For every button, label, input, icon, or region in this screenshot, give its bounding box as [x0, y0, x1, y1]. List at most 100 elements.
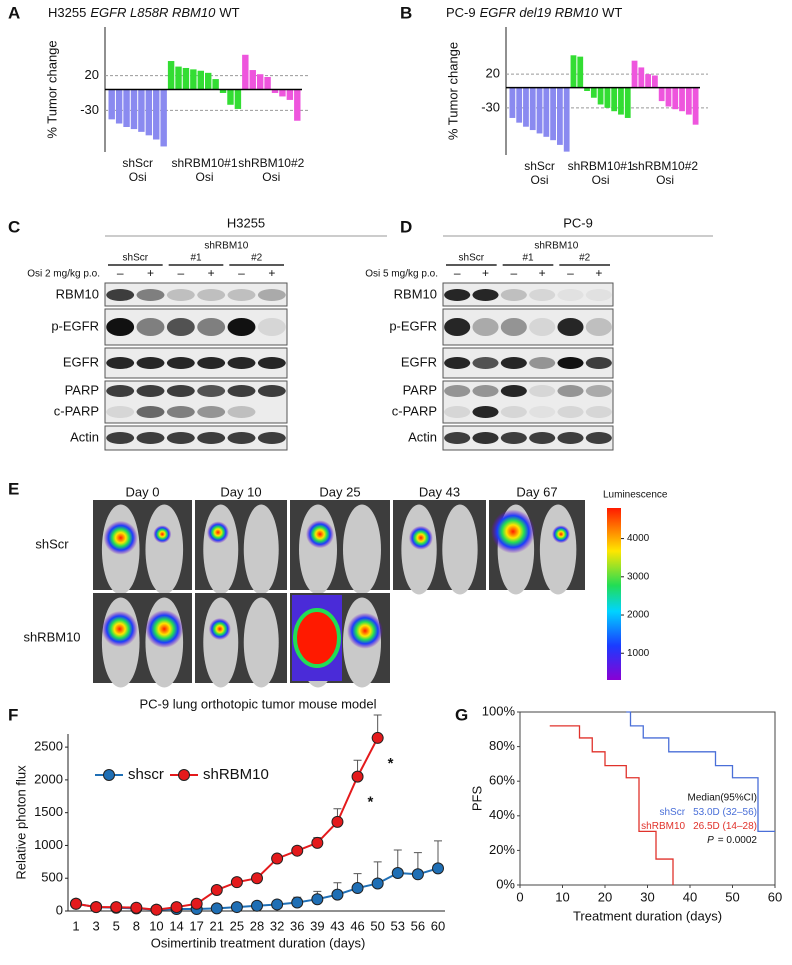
y-tick-label: 0 — [56, 902, 63, 917]
data-point — [210, 902, 223, 915]
treatment-sign: + — [147, 266, 154, 280]
data-point — [150, 903, 163, 916]
survival-curve — [549, 725, 674, 885]
band — [136, 289, 165, 301]
panel-letter: C — [8, 217, 20, 236]
mouse — [203, 597, 239, 688]
title-part: EGFR del19 RBM10 — [480, 5, 599, 20]
bar — [219, 89, 227, 93]
band — [500, 318, 527, 336]
x-tick-label: 40 — [683, 889, 697, 904]
bar — [557, 87, 563, 145]
panel-letter: D — [400, 217, 412, 236]
band — [472, 406, 499, 418]
y-tick-label: 20 — [486, 66, 500, 81]
band — [472, 289, 499, 301]
band — [500, 357, 527, 369]
band — [197, 406, 226, 418]
band — [557, 432, 584, 444]
title-part: H3255 — [48, 5, 86, 20]
data-point — [291, 896, 304, 909]
y-tick-label: 20 — [85, 67, 99, 82]
row-label: p-EGFR — [389, 318, 437, 333]
row-label: p-EGFR — [51, 318, 99, 333]
treatment-sign: – — [510, 266, 517, 280]
bar — [294, 89, 301, 121]
bar — [205, 72, 212, 90]
chart-title: H3255 EGFR L858R RBM10 WT — [48, 5, 240, 20]
legend-median: 26.5D (14–28) — [693, 821, 757, 832]
row-label: shScr — [35, 536, 69, 551]
bar — [638, 67, 645, 88]
signal — [208, 618, 231, 640]
legend-label: shRBM10 — [203, 766, 269, 783]
data-point — [391, 866, 404, 879]
y-tick-label: 2500 — [34, 739, 63, 754]
group-treatment: Osi — [531, 173, 549, 187]
mouse — [203, 504, 239, 595]
band — [106, 318, 135, 336]
bar — [242, 54, 249, 90]
group-label: shScr — [524, 159, 555, 173]
data-point — [110, 901, 123, 914]
band — [227, 432, 256, 444]
column-label: shScr — [459, 253, 485, 264]
x-tick-label: 50 — [725, 889, 739, 904]
band — [444, 432, 471, 444]
bar — [529, 87, 536, 131]
row-label: PARP — [403, 382, 437, 397]
treatment-sign: + — [595, 266, 602, 280]
bar — [190, 69, 197, 90]
x-tick-label: 10 — [555, 889, 569, 904]
bar — [611, 87, 618, 112]
day-label: Day 0 — [126, 484, 160, 499]
x-tick-label: 30 — [640, 889, 654, 904]
band — [197, 318, 226, 336]
y-tick-label: 100% — [482, 703, 516, 718]
title-part: WT — [602, 5, 622, 20]
y-axis-label: % Tumor change — [445, 42, 460, 140]
x-tick-label: 43 — [330, 918, 344, 933]
data-point — [230, 876, 243, 889]
band — [557, 357, 584, 369]
row-label: PARP — [65, 382, 99, 397]
group-label: shRBM10#2 — [632, 159, 698, 173]
bar — [597, 87, 604, 105]
band — [227, 289, 256, 301]
treatment-sign: + — [268, 266, 275, 280]
day-label: Day 25 — [319, 484, 360, 499]
legend-entry: shScr 53.0D (32–56) — [660, 807, 758, 818]
row-label: shRBM10 — [23, 629, 80, 644]
x-tick-label: 14 — [169, 918, 183, 933]
y-tick-label: 500 — [41, 870, 63, 885]
group-treatment: Osi — [262, 170, 280, 184]
bar — [645, 74, 651, 88]
bar — [279, 89, 286, 97]
data-point — [371, 877, 384, 890]
data-point — [351, 882, 364, 895]
x-tick-label: 50 — [370, 918, 384, 933]
bar — [665, 87, 672, 107]
bar — [604, 87, 611, 108]
group-label: shRBM10 — [204, 241, 248, 252]
column-label: #1 — [190, 253, 202, 264]
bar — [550, 87, 556, 141]
x-axis-label: Osimertinib treatment duration (days) — [151, 935, 366, 950]
bar — [108, 89, 115, 120]
colorbar-tick-label: 1000 — [627, 648, 650, 659]
bar — [570, 55, 577, 88]
treatment-label: Osi 5 mg/kg p.o. — [365, 269, 438, 280]
mouse — [145, 504, 184, 595]
x-tick-label: 8 — [133, 918, 140, 933]
column-label: #2 — [251, 253, 263, 264]
band — [529, 289, 556, 301]
column-label: #1 — [522, 253, 534, 264]
bar — [115, 89, 123, 124]
column-label: shScr — [123, 253, 149, 264]
y-tick-label: 1500 — [34, 804, 63, 819]
group-treatment: Osi — [656, 173, 674, 187]
band — [106, 385, 135, 397]
panel-letter: B — [400, 3, 412, 22]
mouse — [243, 597, 279, 688]
chart-title: PC-9 lung orthotopic tumor mouse model — [139, 696, 376, 711]
